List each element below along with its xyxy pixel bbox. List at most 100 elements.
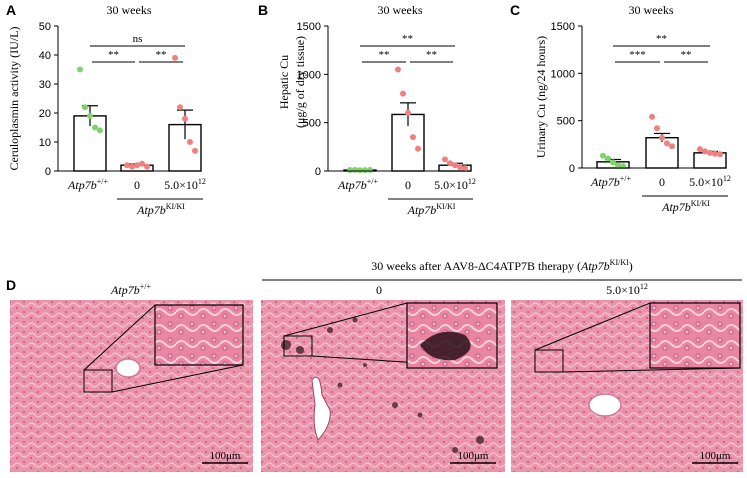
data-point [664, 140, 670, 147]
data-point [400, 90, 406, 97]
data-point [77, 66, 83, 73]
zoom-inset [649, 302, 741, 369]
data-point [97, 127, 103, 134]
y-tick-label: 0 [45, 166, 51, 178]
y-tick-label: 40 [39, 50, 51, 62]
data-point [452, 162, 458, 169]
data-point [707, 149, 713, 156]
significance-label: ** [681, 49, 692, 61]
significance-label: ** [156, 49, 167, 61]
y-tick-label: 500 [557, 116, 575, 128]
histology-image-0: 100μm [261, 300, 505, 472]
data-point [415, 145, 421, 152]
data-point [357, 167, 363, 174]
x-tick-label: Atp7b+/+ [590, 174, 631, 189]
b-ylabel-line2: (μg/g of dry tissue) [293, 36, 307, 128]
inset-source-box [283, 335, 313, 357]
y-tick-label: 1000 [297, 69, 321, 81]
x-tick-label: 5.0×1012 [434, 177, 476, 192]
data-point [447, 160, 453, 167]
image-label-wt: Atp7b+/+ [110, 282, 151, 297]
data-point [457, 164, 463, 171]
x-tick-label: 0 [405, 178, 411, 192]
data-point [669, 143, 675, 150]
panel-letter-a: A [6, 2, 16, 18]
data-point [605, 155, 611, 162]
x-tick-label: 0 [134, 178, 140, 192]
data-point [610, 159, 616, 166]
data-point [347, 167, 353, 174]
data-point [124, 162, 130, 169]
histology-image-dose: 100μm [511, 300, 743, 472]
chart-panel-b: 30 weeks 0 500 1000 1500 Atp7b+/+ 0 5.0×1012 Atp… [297, 3, 476, 217]
scale-bar-label: 100μm [700, 450, 731, 462]
data-point [702, 148, 708, 155]
data-point [139, 160, 145, 167]
panel-letter-c: C [510, 2, 520, 18]
significance-label: ** [402, 33, 413, 45]
b-ylabel-line1: Hepatic Cu [277, 55, 291, 109]
vessel-shape [311, 376, 331, 441]
y-tick-label: 1500 [551, 21, 575, 33]
y-tick-label: 500 [303, 118, 321, 130]
data-point [187, 139, 193, 145]
data-point [395, 66, 401, 73]
significance-label: ** [108, 49, 119, 61]
x-tick-label: Atp7b+/+ [337, 177, 378, 192]
data-point [82, 104, 88, 111]
data-point [649, 113, 655, 120]
y-tick-label: 20 [39, 108, 51, 120]
data-point [172, 54, 178, 61]
y-tick-label: 0 [569, 163, 575, 175]
x-tick-label: 5.0×1012 [689, 174, 731, 189]
chart-panel-a: 30 weeks 0 10 20 30 40 50 Ceruloplasmin activit… [7, 3, 206, 217]
y-tick-label: 1000 [551, 68, 575, 80]
y-tick-label: 0 [315, 166, 321, 178]
x-tick-label: 0 [659, 175, 665, 189]
significance-label: ** [379, 49, 390, 61]
significance-label: ns [133, 33, 143, 45]
chart-title: 30 weeks [107, 3, 152, 17]
inset-deposit [420, 331, 471, 361]
data-point [144, 163, 150, 170]
scale-bar-label: 100μm [458, 450, 489, 462]
data-point [712, 150, 718, 157]
significance-label: ** [426, 49, 437, 61]
chart-title: 30 weeks [629, 3, 674, 17]
data-point [405, 110, 411, 116]
y-axis-label: Ceruloplasmin activity (IU/L) [7, 27, 21, 171]
y-tick-label: 50 [39, 21, 51, 33]
panel-letter-d: D [6, 277, 16, 293]
y-axis-label: Urinary Cu (ng/24 hours) [534, 36, 548, 158]
inset-source-box [534, 349, 564, 373]
vessel-shape [115, 358, 141, 378]
y-tick-label: 1500 [297, 21, 321, 33]
chart-title: 30 weeks [378, 3, 423, 17]
data-point [654, 125, 660, 132]
y-tick-label: 30 [39, 79, 51, 91]
data-point [362, 167, 368, 174]
data-point [192, 147, 198, 154]
data-point [697, 146, 703, 153]
y-tick-label: 10 [39, 137, 51, 149]
data-point [92, 124, 98, 131]
data-point [659, 134, 665, 141]
histology-header: 30 weeks after AAV8-ΔC4ATP7B therapy (At… [371, 258, 633, 273]
vessel-shape [588, 393, 622, 417]
image-label-dose: 5.0×1012 [606, 282, 648, 297]
panel-letter-b: B [258, 2, 268, 18]
bar [645, 137, 679, 169]
scale-bar-label: 100μm [210, 450, 241, 462]
group-label: Atp7bKI/KI [661, 199, 710, 214]
group-label: Atp7bKI/KI [407, 202, 456, 217]
data-point [442, 156, 448, 163]
data-point [87, 112, 93, 119]
data-point [462, 165, 468, 172]
data-point [134, 162, 140, 169]
zoom-inset [154, 304, 244, 366]
data-point [182, 115, 188, 122]
group-label: Atp7bKI/KI [136, 202, 185, 217]
data-point [177, 104, 183, 111]
